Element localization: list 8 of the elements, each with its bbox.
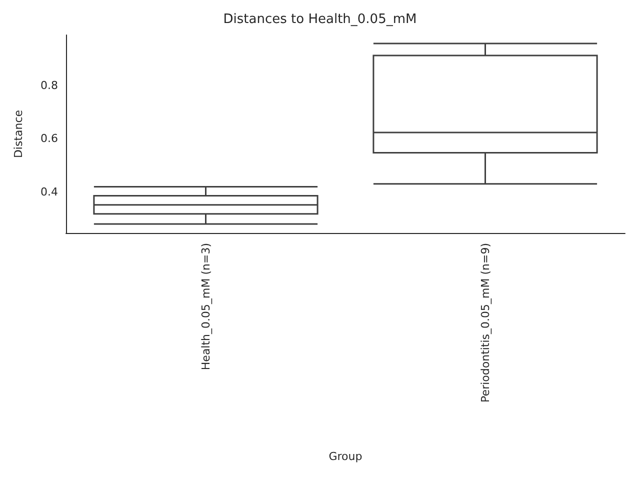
chart-title: Distances to Health_0.05_mM [223,12,417,27]
y-tick-label: 0.8 [40,78,58,92]
x-tick-label: Periodontitis_0.05_mM (n=9) [478,243,492,402]
y-tick-label: 0.4 [40,185,58,198]
x-tick-label: Health_0.05_mM (n=3) [199,243,212,370]
y-axis-title: Distance [12,110,25,158]
y-tick-label: 0.6 [40,132,58,146]
x-axis-title: Group [328,450,362,463]
